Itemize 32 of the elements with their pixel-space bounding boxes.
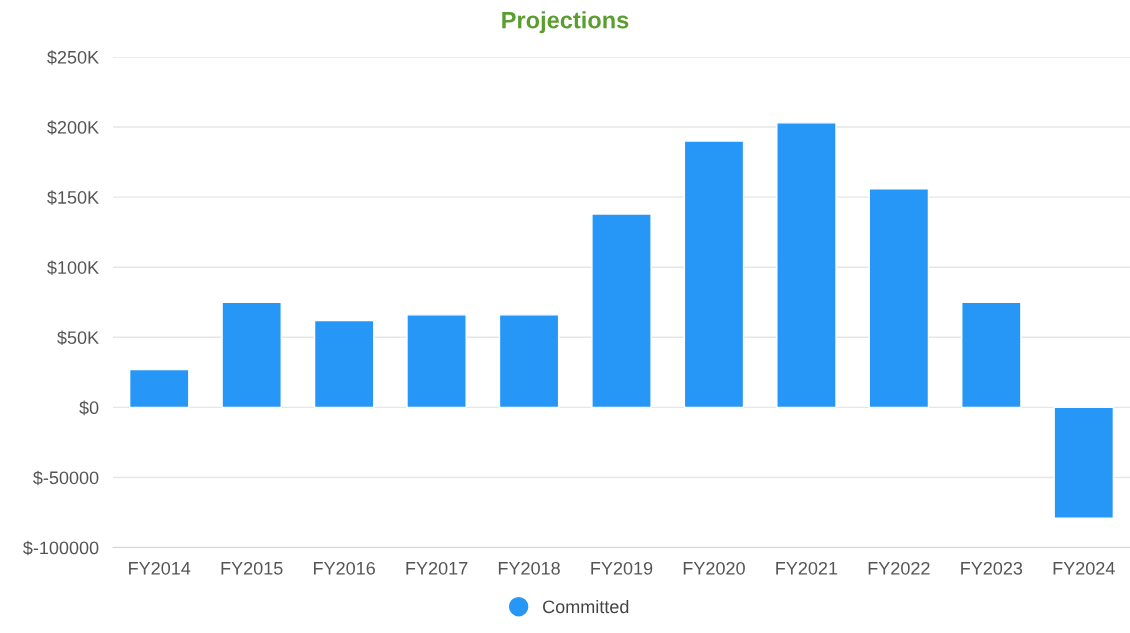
bar <box>221 301 282 409</box>
bar <box>683 140 745 409</box>
y-tick-label: $250K <box>47 50 99 65</box>
x-tick-label: FY2019 <box>591 561 653 575</box>
chart-title: Projections <box>502 11 629 34</box>
x-tick-label: FY2017 <box>406 561 468 575</box>
x-tick-label: FY2014 <box>129 561 191 575</box>
bar <box>961 301 1022 409</box>
y-tick-label: $50K <box>57 330 99 346</box>
x-tick-label: FY2018 <box>498 561 560 575</box>
y-tick-label: $150K <box>47 190 99 205</box>
x-tick-label: FY2016 <box>314 561 375 575</box>
x-tick-label: FY2021 <box>776 561 838 575</box>
y-tick-label: $-100000 <box>23 540 99 556</box>
bar <box>1053 406 1115 519</box>
x-tick-label: FY2024 <box>1053 561 1115 575</box>
bar <box>868 188 930 409</box>
y-tick-label: $0 <box>79 400 99 416</box>
bar <box>591 213 652 409</box>
bar <box>776 122 837 409</box>
x-tick-label: FY2023 <box>961 561 1023 575</box>
x-tick-label: FY2015 <box>221 561 283 575</box>
bar <box>313 319 375 409</box>
bar <box>128 368 190 409</box>
y-tick-label: $-50000 <box>33 470 99 486</box>
bar <box>498 314 560 409</box>
y-tick-label: $100K <box>47 260 99 276</box>
bar <box>406 314 467 409</box>
x-tick-label: FY2020 <box>683 561 745 575</box>
y-tick-label: $200K <box>47 120 99 135</box>
x-tick-label: FY2022 <box>868 561 930 575</box>
legend-label: Committed <box>543 599 629 614</box>
